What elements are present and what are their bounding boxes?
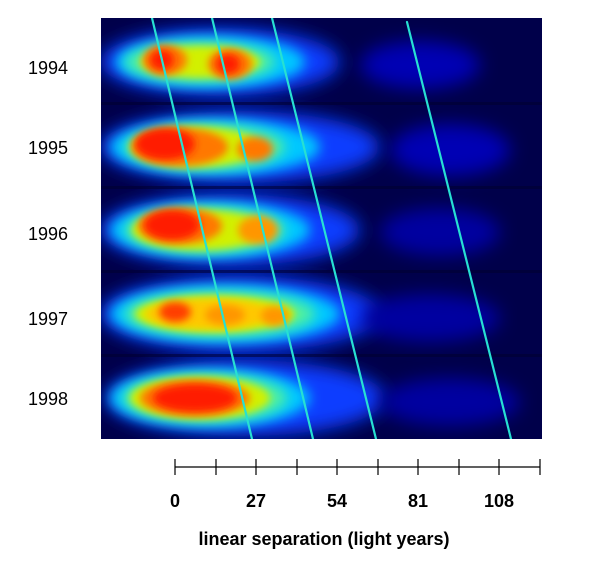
- strip-separators: [101, 102, 542, 357]
- strip-1998: [105, 360, 520, 436]
- image-panel: [101, 18, 542, 439]
- axis-title: linear separation (light years): [198, 529, 449, 549]
- strip-1994: [101, 28, 480, 96]
- track-line: [210, 18, 315, 439]
- tick-label-0: 0: [170, 491, 180, 511]
- tick-label-108: 108: [484, 491, 514, 511]
- axis-tick-labels: 0 27 54 81 108: [170, 491, 514, 511]
- year-label-1998: 1998: [28, 389, 68, 409]
- year-labels: 1994 1995 1996 1997 1998: [28, 58, 68, 409]
- strip-1996: [101, 194, 500, 266]
- tick-label-81: 81: [408, 491, 428, 511]
- tick-label-54: 54: [327, 491, 347, 511]
- track-line: [405, 20, 513, 439]
- track-line: [270, 18, 378, 439]
- tick-label-27: 27: [246, 491, 266, 511]
- year-label-1994: 1994: [28, 58, 68, 78]
- year-label-1995: 1995: [28, 138, 68, 158]
- year-label-1996: 1996: [28, 224, 68, 244]
- component-track-lines: [150, 18, 513, 439]
- separation-axis: [174, 459, 541, 475]
- track-line: [150, 18, 254, 439]
- year-label-1997: 1997: [28, 309, 68, 329]
- strip-1997: [101, 276, 500, 352]
